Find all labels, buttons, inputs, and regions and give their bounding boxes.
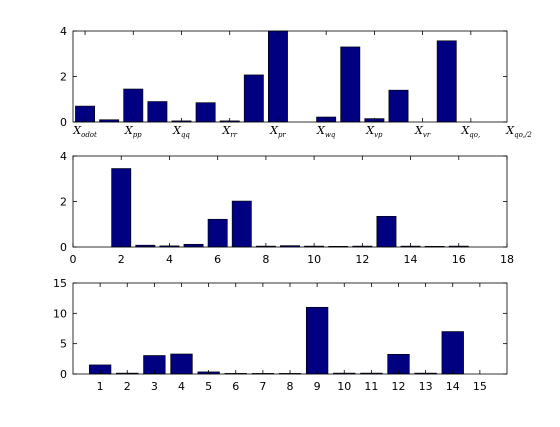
x-tick-label: 1 — [97, 380, 104, 393]
x-tick-label: 3 — [151, 380, 158, 393]
y-tick-label: 2 — [60, 196, 67, 209]
x-tick-label: Xqo, — [460, 124, 480, 139]
bar — [441, 331, 464, 375]
x-tick-label: 14 — [446, 380, 460, 393]
x-tick-label: Xwq — [316, 124, 336, 139]
bar — [123, 88, 144, 123]
x-tick-label: 12 — [355, 253, 369, 266]
bar — [267, 30, 288, 123]
x-tick-label: 14 — [404, 253, 418, 266]
bar — [388, 89, 409, 123]
x-tick-label: 16 — [452, 253, 466, 266]
y-tick-label: 4 — [60, 150, 67, 163]
x-tick-label: Xrr — [221, 124, 237, 139]
x-tick-label: Xpp — [124, 124, 142, 139]
x-tick-label: 6 — [232, 380, 239, 393]
x-tick-label: 18 — [500, 253, 514, 266]
x-tick-label: 5 — [205, 380, 212, 393]
y-tick-label: 2 — [60, 71, 67, 84]
x-tick-label: 13 — [419, 380, 433, 393]
x-tick-label: 6 — [214, 253, 221, 266]
x-tick-label: 9 — [314, 380, 321, 393]
bar — [207, 218, 228, 248]
bar — [183, 243, 204, 248]
y-tick-label: 15 — [53, 277, 67, 290]
bar — [340, 46, 361, 123]
x-tick-label: 4 — [166, 253, 173, 266]
x-tick-label: Xqq — [172, 124, 190, 139]
subplot-2: 0 2 4 0 2 4 6 8 10 12 14 16 18 — [60, 150, 514, 266]
x-tick-label: 8 — [287, 380, 294, 393]
x-tick-label: 7 — [259, 380, 266, 393]
bar — [436, 40, 457, 123]
x-tick-label: Xodot — [72, 124, 97, 139]
x-tick-label: 2 — [124, 380, 131, 393]
subplot-1: 0 2 4 Xodot Xpp Xqq Xrr Xpr Xwq Xvp Xvr Xqo, Xqo,/2 — [60, 25, 532, 139]
y-tick-label: 0 — [60, 241, 67, 254]
x-tick-label: 8 — [262, 253, 269, 266]
x-tick-label: Xqo,/2 — [505, 124, 532, 139]
x-tick-label: 15 — [473, 380, 487, 393]
bar — [243, 74, 264, 123]
bar — [195, 102, 216, 123]
x-tick-label: 11 — [364, 380, 378, 393]
y-tick-label: 0 — [60, 368, 67, 381]
x-tick-label: 12 — [392, 380, 406, 393]
bar — [231, 200, 252, 248]
x-tick-label: 4 — [178, 380, 185, 393]
y-tick-label: 0 — [60, 116, 67, 129]
x-tick-label: 2 — [118, 253, 125, 266]
x-tick-label: 10 — [307, 253, 321, 266]
x-tick-label: 10 — [337, 380, 351, 393]
x-tick-label: Xvp — [365, 124, 383, 139]
bar — [305, 306, 329, 375]
y-tick-label: 10 — [53, 307, 67, 320]
y-tick-label: 4 — [60, 25, 67, 38]
y-tick-label: 5 — [60, 338, 67, 351]
bar — [111, 168, 132, 248]
x-tick-label: 0 — [70, 253, 77, 266]
bar — [376, 215, 397, 248]
x-tick-label: Xpr — [269, 124, 286, 139]
x-tick-label: Xvr — [414, 124, 431, 139]
bar — [147, 101, 168, 123]
